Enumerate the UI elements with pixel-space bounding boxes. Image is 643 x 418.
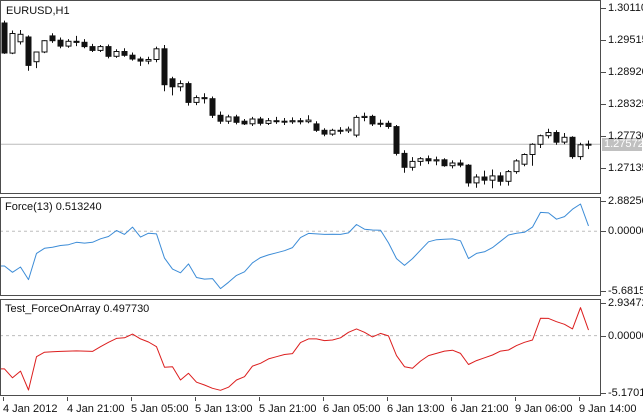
time-tick-mark: [387, 397, 388, 401]
time-axis[interactable]: 4 Jan 2012 4 Jan 21:00 5 Jan 05:00 5 Jan 13…: [0, 396, 643, 418]
time-axis-label: 6 Jan 13:00: [387, 403, 445, 415]
time-axis-label: 5 Jan 21:00: [259, 403, 317, 415]
indicator-tick-label: -5.170169: [608, 387, 643, 399]
indicator-tick-label: 2.882501: [608, 195, 643, 207]
time-tick-mark: [259, 397, 260, 401]
time-axis-label: 9 Jan 14:00: [579, 403, 637, 415]
time-axis-label: 9 Jan 06:00: [515, 403, 573, 415]
axis-tick-mark: [601, 72, 606, 73]
main-chart-panel[interactable]: EURUSD,H1: [0, 0, 601, 194]
price-tick-label: 1.28325: [608, 98, 643, 110]
current-price-label: 1.27572: [602, 138, 643, 151]
force-indicator-panel[interactable]: Force(13) 0.513240: [0, 197, 601, 296]
time-axis-label: 5 Jan 05:00: [131, 403, 189, 415]
panel-separator[interactable]: [0, 194, 601, 197]
time-tick-mark: [195, 397, 196, 401]
axis-tick-mark: [601, 168, 606, 169]
time-axis-label: 4 Jan 21:00: [67, 403, 125, 415]
price-tick-label: 1.27135: [608, 162, 643, 174]
axis-tick-mark: [601, 104, 606, 105]
chart-symbol-title: EURUSD,H1: [6, 5, 70, 17]
time-tick-mark: [579, 397, 580, 401]
axis-tick-mark: [601, 40, 606, 41]
force-on-array-label: Test_ForceOnArray 0.497730: [5, 303, 150, 315]
price-tick-label: 1.28920: [608, 66, 643, 78]
indicator-tick-label: -5.681525: [608, 285, 643, 297]
time-tick-mark: [515, 397, 516, 401]
time-axis-label: 4 Jan 2012: [3, 403, 58, 415]
price-tick-label: 1.29515: [608, 34, 643, 46]
time-tick-mark: [451, 397, 452, 401]
force-indicator-label: Force(13) 0.513240: [5, 201, 102, 213]
time-tick-mark: [131, 397, 132, 401]
time-axis-label: 6 Jan 05:00: [323, 403, 381, 415]
panel-separator[interactable]: [0, 296, 601, 299]
price-axis[interactable]: 1.27572 1.30110 1.29515 1.28920 1.28325 1.27…: [601, 0, 643, 399]
axis-tick-mark: [601, 136, 606, 137]
axis-tick-mark: [601, 393, 606, 394]
time-axis-label: 6 Jan 21:00: [451, 403, 509, 415]
time-tick-mark: [67, 397, 68, 401]
force-on-array-line-chart[interactable]: [0, 299, 601, 396]
axis-tick-mark: [601, 291, 606, 292]
indicator-tick-label: 0.000000: [608, 330, 643, 342]
price-tick-label: 1.27730: [608, 130, 643, 142]
candlestick-chart[interactable]: [0, 0, 601, 194]
force-on-array-panel[interactable]: Test_ForceOnArray 0.497730: [0, 299, 601, 396]
time-tick-mark: [3, 397, 4, 401]
time-axis-label: 5 Jan 13:00: [195, 403, 253, 415]
axis-tick-mark: [601, 336, 606, 337]
axis-tick-mark: [601, 231, 606, 232]
axis-tick-mark: [601, 303, 606, 304]
force-line-chart[interactable]: [0, 197, 601, 296]
indicator-tick-label: 0.000000: [608, 225, 643, 237]
axis-tick-mark: [601, 8, 606, 9]
axis-tick-mark: [601, 201, 606, 202]
price-tick-label: 1.30110: [608, 2, 643, 14]
indicator-tick-label: 2.934726: [608, 297, 643, 309]
time-tick-mark: [323, 397, 324, 401]
